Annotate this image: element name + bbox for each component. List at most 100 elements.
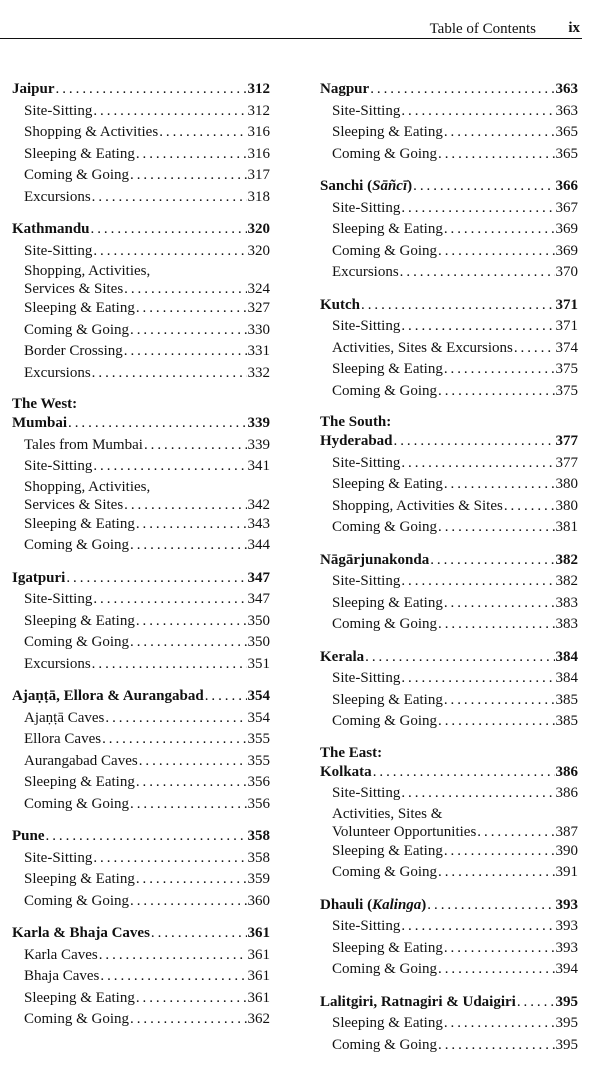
toc-entry[interactable]: Shopping, Activities, <box>12 478 270 496</box>
toc-heading-entry[interactable]: Kutch 371 <box>320 295 578 317</box>
toc-heading-entry[interactable]: Kathmandu 320 <box>12 219 270 241</box>
toc-entry[interactable]: Sleeping & Eating 361 <box>12 988 270 1010</box>
toc-entry[interactable]: Coming & Going 391 <box>320 862 578 884</box>
heading-suffix: ) <box>407 178 413 194</box>
toc-entry[interactable]: Sleeping & Eating 369 <box>320 219 578 241</box>
toc-entry[interactable]: Coming & Going 330 <box>12 320 270 342</box>
toc-entry[interactable]: Shopping & Activities 316 <box>12 122 270 144</box>
toc-entry[interactable]: Coming & Going 344 <box>12 535 270 557</box>
toc-entry[interactable]: Site-Sitting 320 <box>12 241 270 263</box>
toc-entry[interactable]: Excursions 318 <box>12 187 270 209</box>
entry-label: Ellora Caves <box>24 731 102 747</box>
toc-entry[interactable]: Coming & Going 362 <box>12 1009 270 1031</box>
toc-entry[interactable]: Sleeping & Eating 383 <box>320 593 578 615</box>
toc-entry[interactable]: Sleeping & Eating 393 <box>320 938 578 960</box>
toc-entry[interactable]: Site-Sitting 382 <box>320 571 578 593</box>
entry-page-number: 350 <box>247 612 271 629</box>
dot-leader <box>102 729 246 751</box>
toc-entry[interactable]: Coming & Going 317 <box>12 165 270 187</box>
toc-entry[interactable]: Excursions 332 <box>12 363 270 385</box>
toc-entry[interactable]: Coming & Going 369 <box>320 241 578 263</box>
toc-entry[interactable]: Site-Sitting 347 <box>12 589 270 611</box>
toc-entry[interactable]: Sleeping & Eating 316 <box>12 144 270 166</box>
toc-heading-entry[interactable]: Dhauli (Kalinga) 393 <box>320 895 578 917</box>
toc-heading-entry[interactable]: Igatpuri 347 <box>12 568 270 590</box>
toc-entry[interactable]: Sleeping & Eating 359 <box>12 869 270 891</box>
dot-leader <box>427 895 554 917</box>
entry-label: Excursions <box>24 364 91 381</box>
toc-entry[interactable]: Sleeping & Eating 390 <box>320 841 578 863</box>
entry-label: Excursions <box>24 655 91 672</box>
toc-entry[interactable]: Coming & Going 381 <box>320 517 578 539</box>
toc-entry[interactable]: Site-Sitting 363 <box>320 101 578 123</box>
toc-entry[interactable]: Activities, Sites & Excursions 374 <box>320 338 578 360</box>
toc-entry[interactable]: Coming & Going 385 <box>320 711 578 733</box>
heading-page-number: 384 <box>555 648 579 665</box>
heading-page-number: 366 <box>555 178 579 194</box>
toc-entry[interactable]: Coming & Going 394 <box>320 959 578 981</box>
toc-heading-entry[interactable]: Lalitgiri, Ratnagiri & Udaigiri 395 <box>320 992 578 1014</box>
toc-entry[interactable]: Sleeping & Eating 327 <box>12 298 270 320</box>
entry-page-number: 385 <box>555 691 579 708</box>
entry-page-number: 312 <box>247 102 271 119</box>
toc-entry[interactable]: Aurangabad Caves 355 <box>12 751 270 773</box>
entry-page-number: 316 <box>247 145 271 162</box>
toc-entry[interactable]: Coming & Going 350 <box>12 632 270 654</box>
toc-entry[interactable]: Karla Caves 361 <box>12 945 270 967</box>
dot-leader <box>68 413 246 435</box>
toc-heading-entry[interactable]: Ajaṇṭā, Ellora & Aurangabad 354 <box>12 686 270 708</box>
toc-entry[interactable]: Site-Sitting 386 <box>320 783 578 805</box>
toc-heading-entry[interactable]: Kerala 384 <box>320 647 578 669</box>
toc-entry[interactable]: Activities, Sites & <box>320 805 578 823</box>
toc-entry[interactable]: Coming & Going 395 <box>320 1035 578 1057</box>
toc-entry[interactable]: Site-Sitting 341 <box>12 456 270 478</box>
toc-entry[interactable]: Sleeping & Eating 380 <box>320 474 578 496</box>
toc-heading-entry[interactable]: Sanchi (Sāñcī) 366 <box>320 176 578 198</box>
toc-heading-entry[interactable]: Nagpur 363 <box>320 79 578 101</box>
toc-entry[interactable]: Site-Sitting 393 <box>320 916 578 938</box>
entry-page-number: 387 <box>555 823 579 840</box>
toc-heading-entry[interactable]: Jaipur 312 <box>12 79 270 101</box>
toc-heading-entry[interactable]: Karla & Bhaja Caves 361 <box>12 923 270 945</box>
toc-entry[interactable]: Coming & Going 383 <box>320 614 578 636</box>
toc-entry[interactable]: Bhaja Caves 361 <box>12 966 270 988</box>
toc-entry[interactable]: Services & Sites 324 <box>12 280 270 298</box>
dot-leader <box>124 280 246 298</box>
toc-entry[interactable]: Coming & Going 360 <box>12 891 270 913</box>
toc-entry[interactable]: Sleeping & Eating 343 <box>12 514 270 536</box>
toc-entry[interactable]: Sleeping & Eating 395 <box>320 1013 578 1035</box>
toc-entry[interactable]: Services & Sites 342 <box>12 496 270 514</box>
toc-entry[interactable]: Sleeping & Eating 350 <box>12 611 270 633</box>
toc-entry[interactable]: Ajaṇṭā Caves 354 <box>12 708 270 730</box>
toc-entry[interactable]: Shopping, Activities, <box>12 262 270 280</box>
toc-entry[interactable]: Border Crossing 331 <box>12 341 270 363</box>
heading-label: Kolkata <box>320 762 372 784</box>
toc-entry[interactable]: Site-Sitting 377 <box>320 453 578 475</box>
toc-entry[interactable]: Shopping, Activities & Sites 380 <box>320 496 578 518</box>
toc-heading-entry[interactable]: Mumbai 339 <box>12 413 270 435</box>
toc-entry[interactable]: Sleeping & Eating 385 <box>320 690 578 712</box>
dot-leader <box>99 945 247 967</box>
toc-entry[interactable]: Sleeping & Eating 365 <box>320 122 578 144</box>
toc-entry[interactable]: Site-Sitting 358 <box>12 848 270 870</box>
toc-entry[interactable]: Site-Sitting 384 <box>320 668 578 690</box>
dot-leader <box>401 916 554 938</box>
toc-entry[interactable]: Excursions 351 <box>12 654 270 676</box>
toc-entry[interactable]: Tales from Mumbai 339 <box>12 435 270 457</box>
toc-entry[interactable]: Coming & Going 375 <box>320 381 578 403</box>
toc-entry[interactable]: Sleeping & Eating 375 <box>320 359 578 381</box>
toc-entry[interactable]: Site-Sitting 312 <box>12 101 270 123</box>
toc-heading-entry[interactable]: Kolkata 386 <box>320 762 578 784</box>
toc-heading-entry[interactable]: Hyderabad 377 <box>320 431 578 453</box>
toc-entry[interactable]: Coming & Going 356 <box>12 794 270 816</box>
toc-entry[interactable]: Excursions 370 <box>320 262 578 284</box>
toc-entry[interactable]: Ellora Caves 355 <box>12 729 270 751</box>
toc-entry[interactable]: Volunteer Opportunities 387 <box>320 823 578 841</box>
toc-entry[interactable]: Site-Sitting 367 <box>320 198 578 220</box>
toc-entry[interactable]: Sleeping & Eating 356 <box>12 772 270 794</box>
toc-entry[interactable]: Coming & Going 365 <box>320 144 578 166</box>
toc-heading-entry[interactable]: Nāgārjunakonda 382 <box>320 550 578 572</box>
toc-entry[interactable]: Site-Sitting 371 <box>320 316 578 338</box>
dot-leader <box>92 654 247 676</box>
toc-heading-entry[interactable]: Pune 358 <box>12 826 270 848</box>
